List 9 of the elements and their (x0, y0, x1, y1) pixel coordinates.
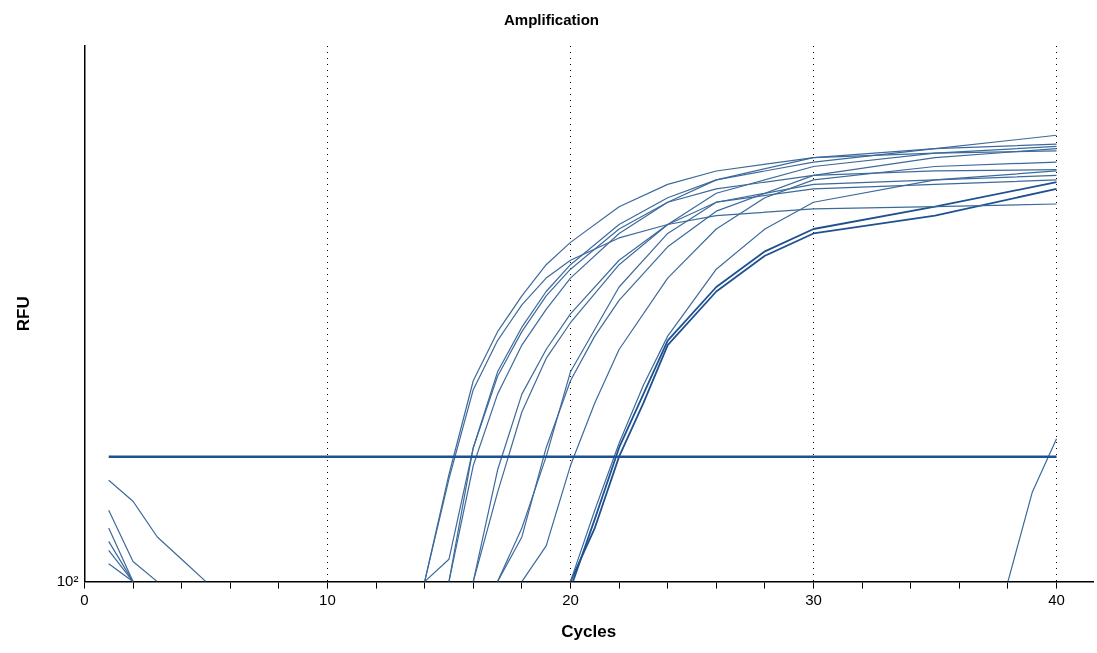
x-tick-label: 40 (1048, 590, 1065, 608)
x-tick-label: 30 (805, 590, 822, 608)
x-tick-label: 0 (80, 590, 89, 608)
x-axis-title: Cycles (561, 622, 617, 642)
chart-title: Amplification (503, 11, 600, 29)
x-tick-label: 20 (562, 590, 579, 608)
x-tick-label: 10 (319, 590, 336, 608)
text: 10² (56, 571, 79, 589)
y-axis-title: RFU (13, 296, 33, 332)
